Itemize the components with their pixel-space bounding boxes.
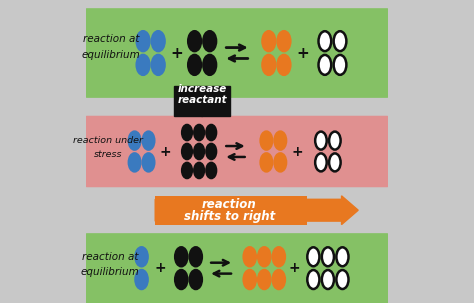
Text: +: + [155, 261, 166, 275]
Text: reaction at: reaction at [83, 34, 139, 45]
Ellipse shape [152, 31, 164, 51]
Ellipse shape [315, 153, 327, 171]
FancyBboxPatch shape [84, 116, 390, 187]
Ellipse shape [244, 247, 256, 266]
Ellipse shape [261, 132, 272, 150]
Text: stress: stress [94, 150, 122, 159]
Text: +: + [289, 261, 301, 275]
Ellipse shape [263, 55, 275, 75]
Ellipse shape [307, 270, 319, 289]
Ellipse shape [194, 144, 204, 159]
Ellipse shape [274, 132, 286, 150]
FancyArrow shape [155, 196, 358, 225]
Ellipse shape [278, 55, 291, 75]
Ellipse shape [263, 31, 275, 51]
FancyBboxPatch shape [174, 86, 230, 116]
Ellipse shape [315, 132, 327, 150]
Text: reaction under: reaction under [73, 136, 143, 145]
FancyBboxPatch shape [155, 196, 307, 225]
Ellipse shape [203, 31, 216, 51]
Ellipse shape [143, 132, 154, 150]
Ellipse shape [206, 144, 216, 159]
Ellipse shape [175, 247, 187, 266]
Ellipse shape [329, 132, 341, 150]
Ellipse shape [258, 247, 270, 266]
FancyBboxPatch shape [84, 233, 390, 303]
Ellipse shape [337, 247, 348, 266]
Ellipse shape [206, 163, 216, 178]
Ellipse shape [319, 55, 331, 75]
Ellipse shape [244, 270, 256, 289]
Text: reactant: reactant [177, 95, 227, 105]
Ellipse shape [334, 31, 346, 51]
Ellipse shape [319, 31, 331, 51]
Ellipse shape [190, 247, 202, 266]
Ellipse shape [182, 125, 192, 140]
Text: +: + [292, 145, 303, 158]
Ellipse shape [190, 270, 202, 289]
Ellipse shape [194, 125, 204, 140]
Text: +: + [297, 45, 310, 61]
Ellipse shape [137, 31, 149, 51]
Ellipse shape [334, 55, 346, 75]
Text: +: + [160, 145, 172, 158]
Text: +: + [170, 45, 183, 61]
Text: reaction at: reaction at [82, 251, 138, 262]
Text: equilibrium: equilibrium [81, 267, 140, 277]
FancyBboxPatch shape [84, 8, 390, 98]
Ellipse shape [206, 125, 216, 140]
Ellipse shape [273, 247, 285, 266]
Ellipse shape [278, 31, 291, 51]
Ellipse shape [129, 153, 140, 171]
Ellipse shape [175, 270, 187, 289]
Ellipse shape [129, 132, 140, 150]
Ellipse shape [322, 247, 334, 266]
Ellipse shape [274, 153, 286, 171]
Ellipse shape [188, 55, 201, 75]
Ellipse shape [261, 153, 272, 171]
Ellipse shape [322, 270, 334, 289]
Ellipse shape [136, 270, 147, 289]
Ellipse shape [194, 163, 204, 178]
Text: reaction: reaction [202, 198, 257, 211]
Ellipse shape [329, 153, 341, 171]
Ellipse shape [307, 247, 319, 266]
Text: shifts to right: shifts to right [184, 210, 275, 223]
Text: equilibrium: equilibrium [82, 49, 141, 60]
Ellipse shape [182, 163, 192, 178]
Ellipse shape [203, 55, 216, 75]
Ellipse shape [152, 55, 164, 75]
Ellipse shape [136, 247, 147, 266]
Ellipse shape [143, 153, 154, 171]
Ellipse shape [273, 270, 285, 289]
Ellipse shape [182, 144, 192, 159]
Ellipse shape [188, 31, 201, 51]
Ellipse shape [337, 270, 348, 289]
Ellipse shape [258, 270, 270, 289]
Ellipse shape [137, 55, 149, 75]
Text: increase: increase [178, 84, 227, 94]
